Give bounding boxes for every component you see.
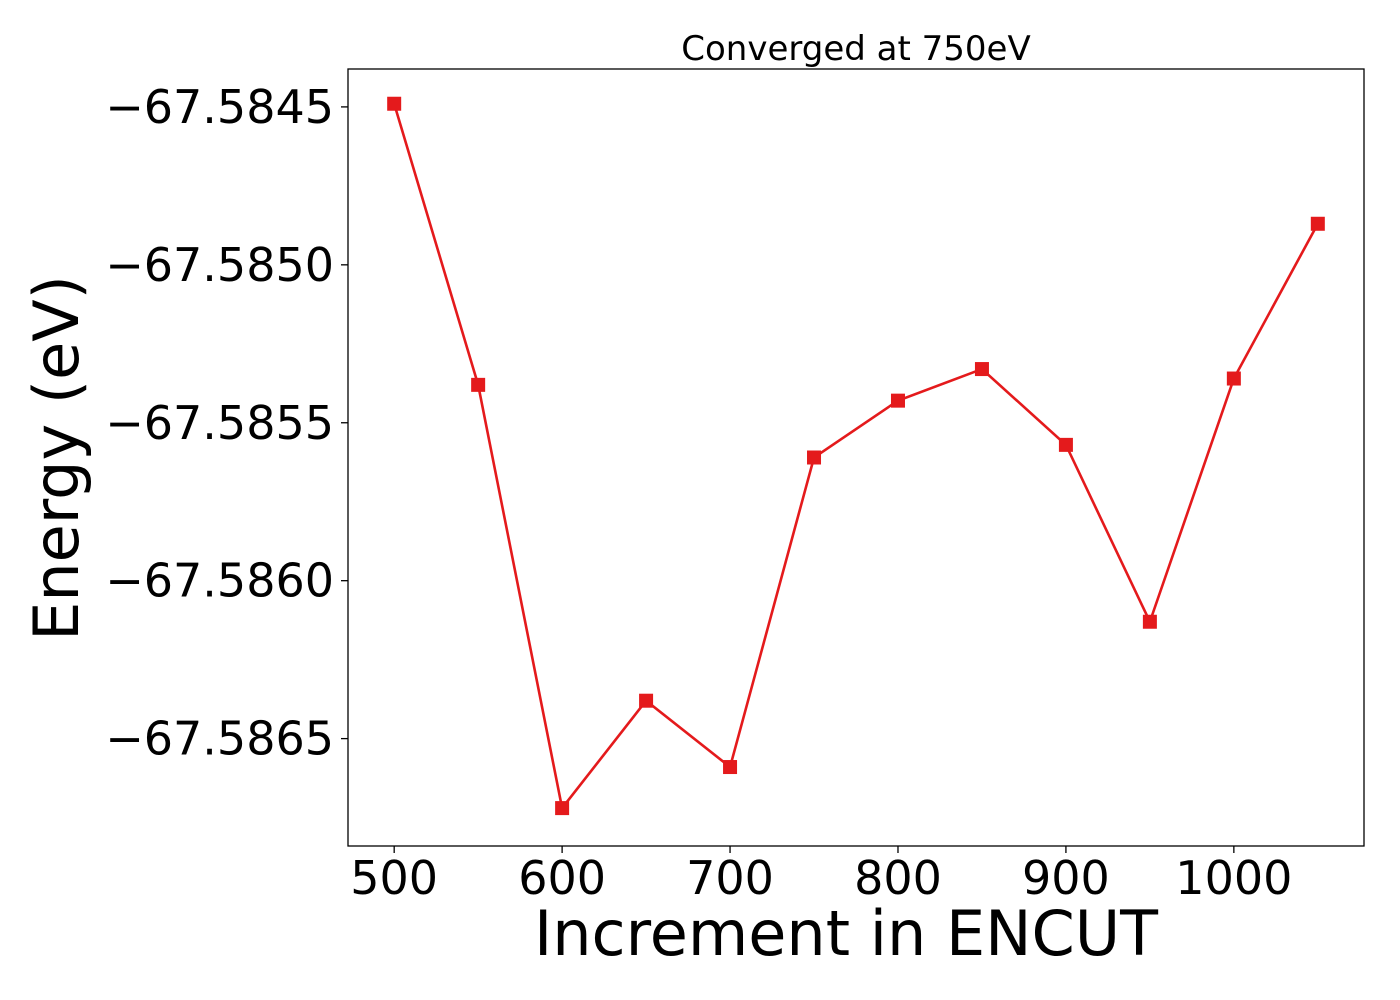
data-point xyxy=(1058,437,1073,452)
x-tick-label: 700 xyxy=(686,851,774,905)
data-point xyxy=(639,693,654,708)
y-tick-label: −67.5855 xyxy=(105,396,334,450)
y-tick-label: −67.5860 xyxy=(105,554,334,608)
data-point xyxy=(1310,216,1325,231)
series-layer xyxy=(387,96,1325,816)
y-axis-ticks: −67.5845 −67.5850 −67.5855 −67.5860 −67.5865 xyxy=(105,80,348,766)
data-point xyxy=(387,96,402,111)
x-tick-label: 800 xyxy=(854,851,942,905)
y-tick-label: −67.5865 xyxy=(105,712,334,766)
x-axis-title: Increment in ENCUT xyxy=(534,897,1159,970)
x-tick-label: 500 xyxy=(350,851,438,905)
data-point xyxy=(974,362,989,377)
data-point xyxy=(555,801,570,816)
data-point xyxy=(1142,614,1157,629)
y-tick-label: −67.5845 xyxy=(105,80,334,134)
series-line xyxy=(392,103,1319,812)
data-point xyxy=(723,760,738,775)
plot-frame xyxy=(347,68,1365,847)
x-axis-ticks: 500 600 700 800 900 1000 xyxy=(350,846,1292,905)
y-axis-title: Energy (eV) xyxy=(20,275,93,641)
chart-title: Converged at 750eV xyxy=(681,29,1030,69)
data-point xyxy=(471,377,486,392)
y-tick-label: −67.5850 xyxy=(105,238,334,292)
data-point xyxy=(890,393,905,408)
plot-area xyxy=(348,69,1364,846)
x-tick-label: 600 xyxy=(518,851,606,905)
x-tick-label: 900 xyxy=(1022,851,1110,905)
data-point xyxy=(807,450,822,465)
data-point xyxy=(1226,371,1241,386)
x-tick-label: 1000 xyxy=(1175,851,1292,905)
